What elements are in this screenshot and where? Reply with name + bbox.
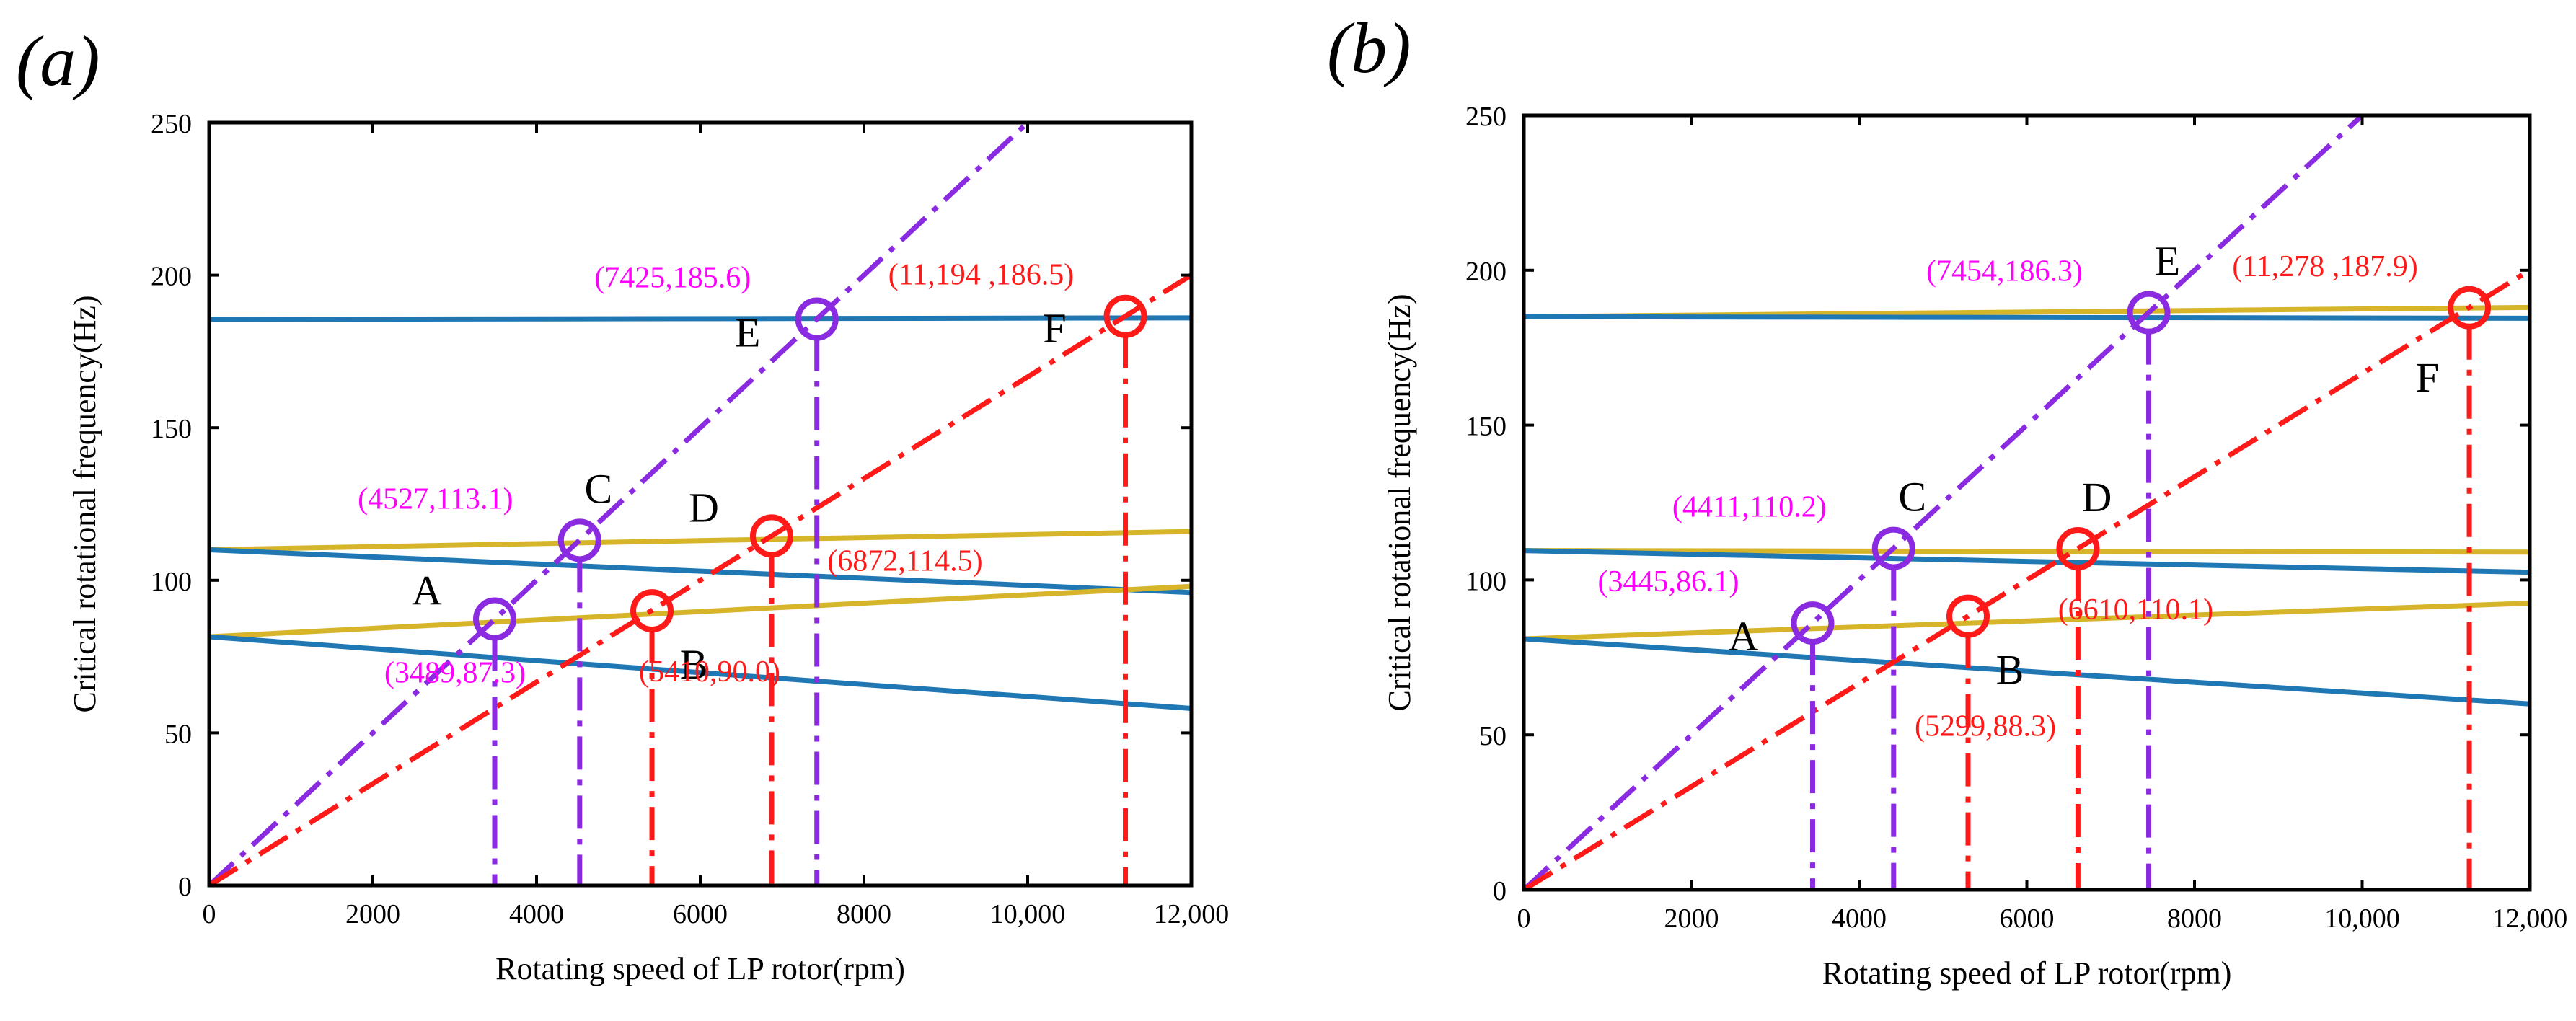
y-tick-label: 250 — [1465, 102, 1507, 132]
point-letter-d: D — [689, 484, 719, 531]
x-tick-label: 4000 — [1832, 903, 1887, 934]
x-tick-label: 8000 — [2167, 903, 2222, 934]
y-tick-label: 50 — [164, 719, 192, 749]
point-coordinate-label: (11,278 ,187.9) — [2232, 250, 2417, 283]
point-letter-b: B — [1996, 647, 2024, 694]
point-coordinate-label: (7425,185.6) — [594, 262, 751, 295]
y-tick-label: 200 — [151, 262, 192, 292]
x-tick-label: 12,000 — [1154, 899, 1230, 929]
y-tick-label: 100 — [151, 567, 192, 597]
point-marker-f — [2448, 286, 2492, 330]
x-tick-label: 8000 — [837, 899, 891, 929]
x-tick-label: 10,000 — [2324, 903, 2400, 934]
point-coordinate-label: (5410,90.0) — [639, 655, 780, 689]
point-letter-a: A — [1729, 613, 1759, 660]
point-letter-c: C — [1898, 474, 1926, 521]
y-tick-label: 150 — [151, 414, 192, 444]
point-marker-c — [1871, 526, 1915, 570]
series-line-blue-4 — [209, 634, 1191, 712]
y-axis-label: Critical rotational frequency(Hz) — [1382, 293, 1417, 711]
y-tick-label: 200 — [1465, 257, 1507, 287]
series-line-gold-3 — [209, 583, 1191, 640]
point-coordinate-label: (6872,114.5) — [827, 544, 982, 578]
series-line-red-7 — [1524, 268, 2530, 890]
x-tick-label: 10,000 — [990, 899, 1066, 929]
point-letter-f: F — [1043, 305, 1066, 352]
x-tick-label: 12,000 — [2492, 903, 2568, 934]
x-axis-label: Rotating speed of LP rotor(rpm) — [495, 951, 905, 986]
x-tick-label: 2000 — [345, 899, 400, 929]
series-line-gold-4 — [1524, 601, 2530, 642]
series-line-purple-6 — [1524, 115, 2364, 890]
x-tick-label: 0 — [1517, 903, 1531, 934]
y-tick-label: 0 — [178, 872, 192, 902]
panel-label: (a) — [16, 21, 100, 101]
point-letter-e: E — [2155, 238, 2180, 285]
series-line-blue-0 — [209, 315, 1191, 322]
point-marker-f — [1103, 294, 1147, 338]
chart-panel-a: (a) 0 2000 4000 6000 8000 10,000 12,000 0 50 100 15… — [16, 21, 1229, 986]
y-tick-label: 0 — [1493, 876, 1507, 906]
point-letter-f: F — [2416, 354, 2439, 401]
series-line-gold-1 — [209, 529, 1191, 552]
point-letter-c: C — [584, 465, 612, 512]
series-line-blue-5 — [1524, 636, 2530, 707]
x-tick-label: 2000 — [1664, 903, 1719, 934]
series-line-purple-5 — [209, 123, 1030, 885]
point-coordinate-label: (3445,86.1) — [1597, 565, 1739, 598]
y-axis-label: Critical rotational frequency(Hz) — [67, 295, 102, 712]
y-tick-label: 250 — [151, 109, 192, 139]
series-line-red-6 — [209, 273, 1191, 885]
point-marker-c — [557, 518, 601, 562]
point-coordinate-label: (3489,87.3) — [384, 657, 526, 690]
x-tick-label: 0 — [203, 899, 216, 929]
chart-panel-b: (b) 0 2000 4000 6000 8000 10,000 12,000 0 50 100 15… — [1327, 8, 2567, 991]
y-tick-label: 150 — [1465, 412, 1507, 442]
point-marker-d — [2056, 527, 2100, 571]
x-tick-label: 6000 — [2000, 903, 2055, 934]
y-tick-label: 100 — [1465, 566, 1507, 596]
series-line-blue-2 — [209, 547, 1191, 596]
point-letter-d: D — [2081, 474, 2112, 521]
plot-area — [1524, 115, 2530, 890]
point-coordinate-label: (7454,186.3) — [1926, 255, 2083, 288]
series-line-gold-2 — [1524, 548, 2530, 555]
point-letter-e: E — [735, 309, 760, 356]
point-letter-b: B — [680, 641, 708, 688]
point-coordinate-label: (6610,110.1) — [2058, 593, 2213, 627]
point-coordinate-label: (5299,88.3) — [1915, 710, 2056, 743]
y-tick-label: 50 — [1479, 721, 1507, 751]
x-axis-label: Rotating speed of LP rotor(rpm) — [1822, 955, 2232, 991]
series-line-blue-1 — [1524, 314, 2530, 321]
panel-label: (b) — [1327, 8, 1411, 88]
point-marker-d — [749, 514, 793, 558]
point-marker-b — [1946, 594, 1990, 638]
point-marker-b — [630, 589, 674, 633]
point-letter-a: A — [412, 567, 442, 614]
series-line-blue-3 — [1524, 548, 2530, 575]
point-marker-a — [473, 597, 517, 641]
point-coordinate-label: (4411,110.2) — [1672, 491, 1827, 524]
point-coordinate-label: (11,194 ,186.5) — [888, 259, 1074, 292]
point-marker-e — [795, 297, 839, 341]
plot-area — [209, 123, 1191, 885]
point-marker-a — [1791, 601, 1835, 645]
x-tick-label: 4000 — [509, 899, 564, 929]
point-coordinate-label: (4527,113.1) — [358, 482, 513, 516]
x-tick-label: 6000 — [673, 899, 728, 929]
point-marker-e — [2127, 291, 2171, 335]
